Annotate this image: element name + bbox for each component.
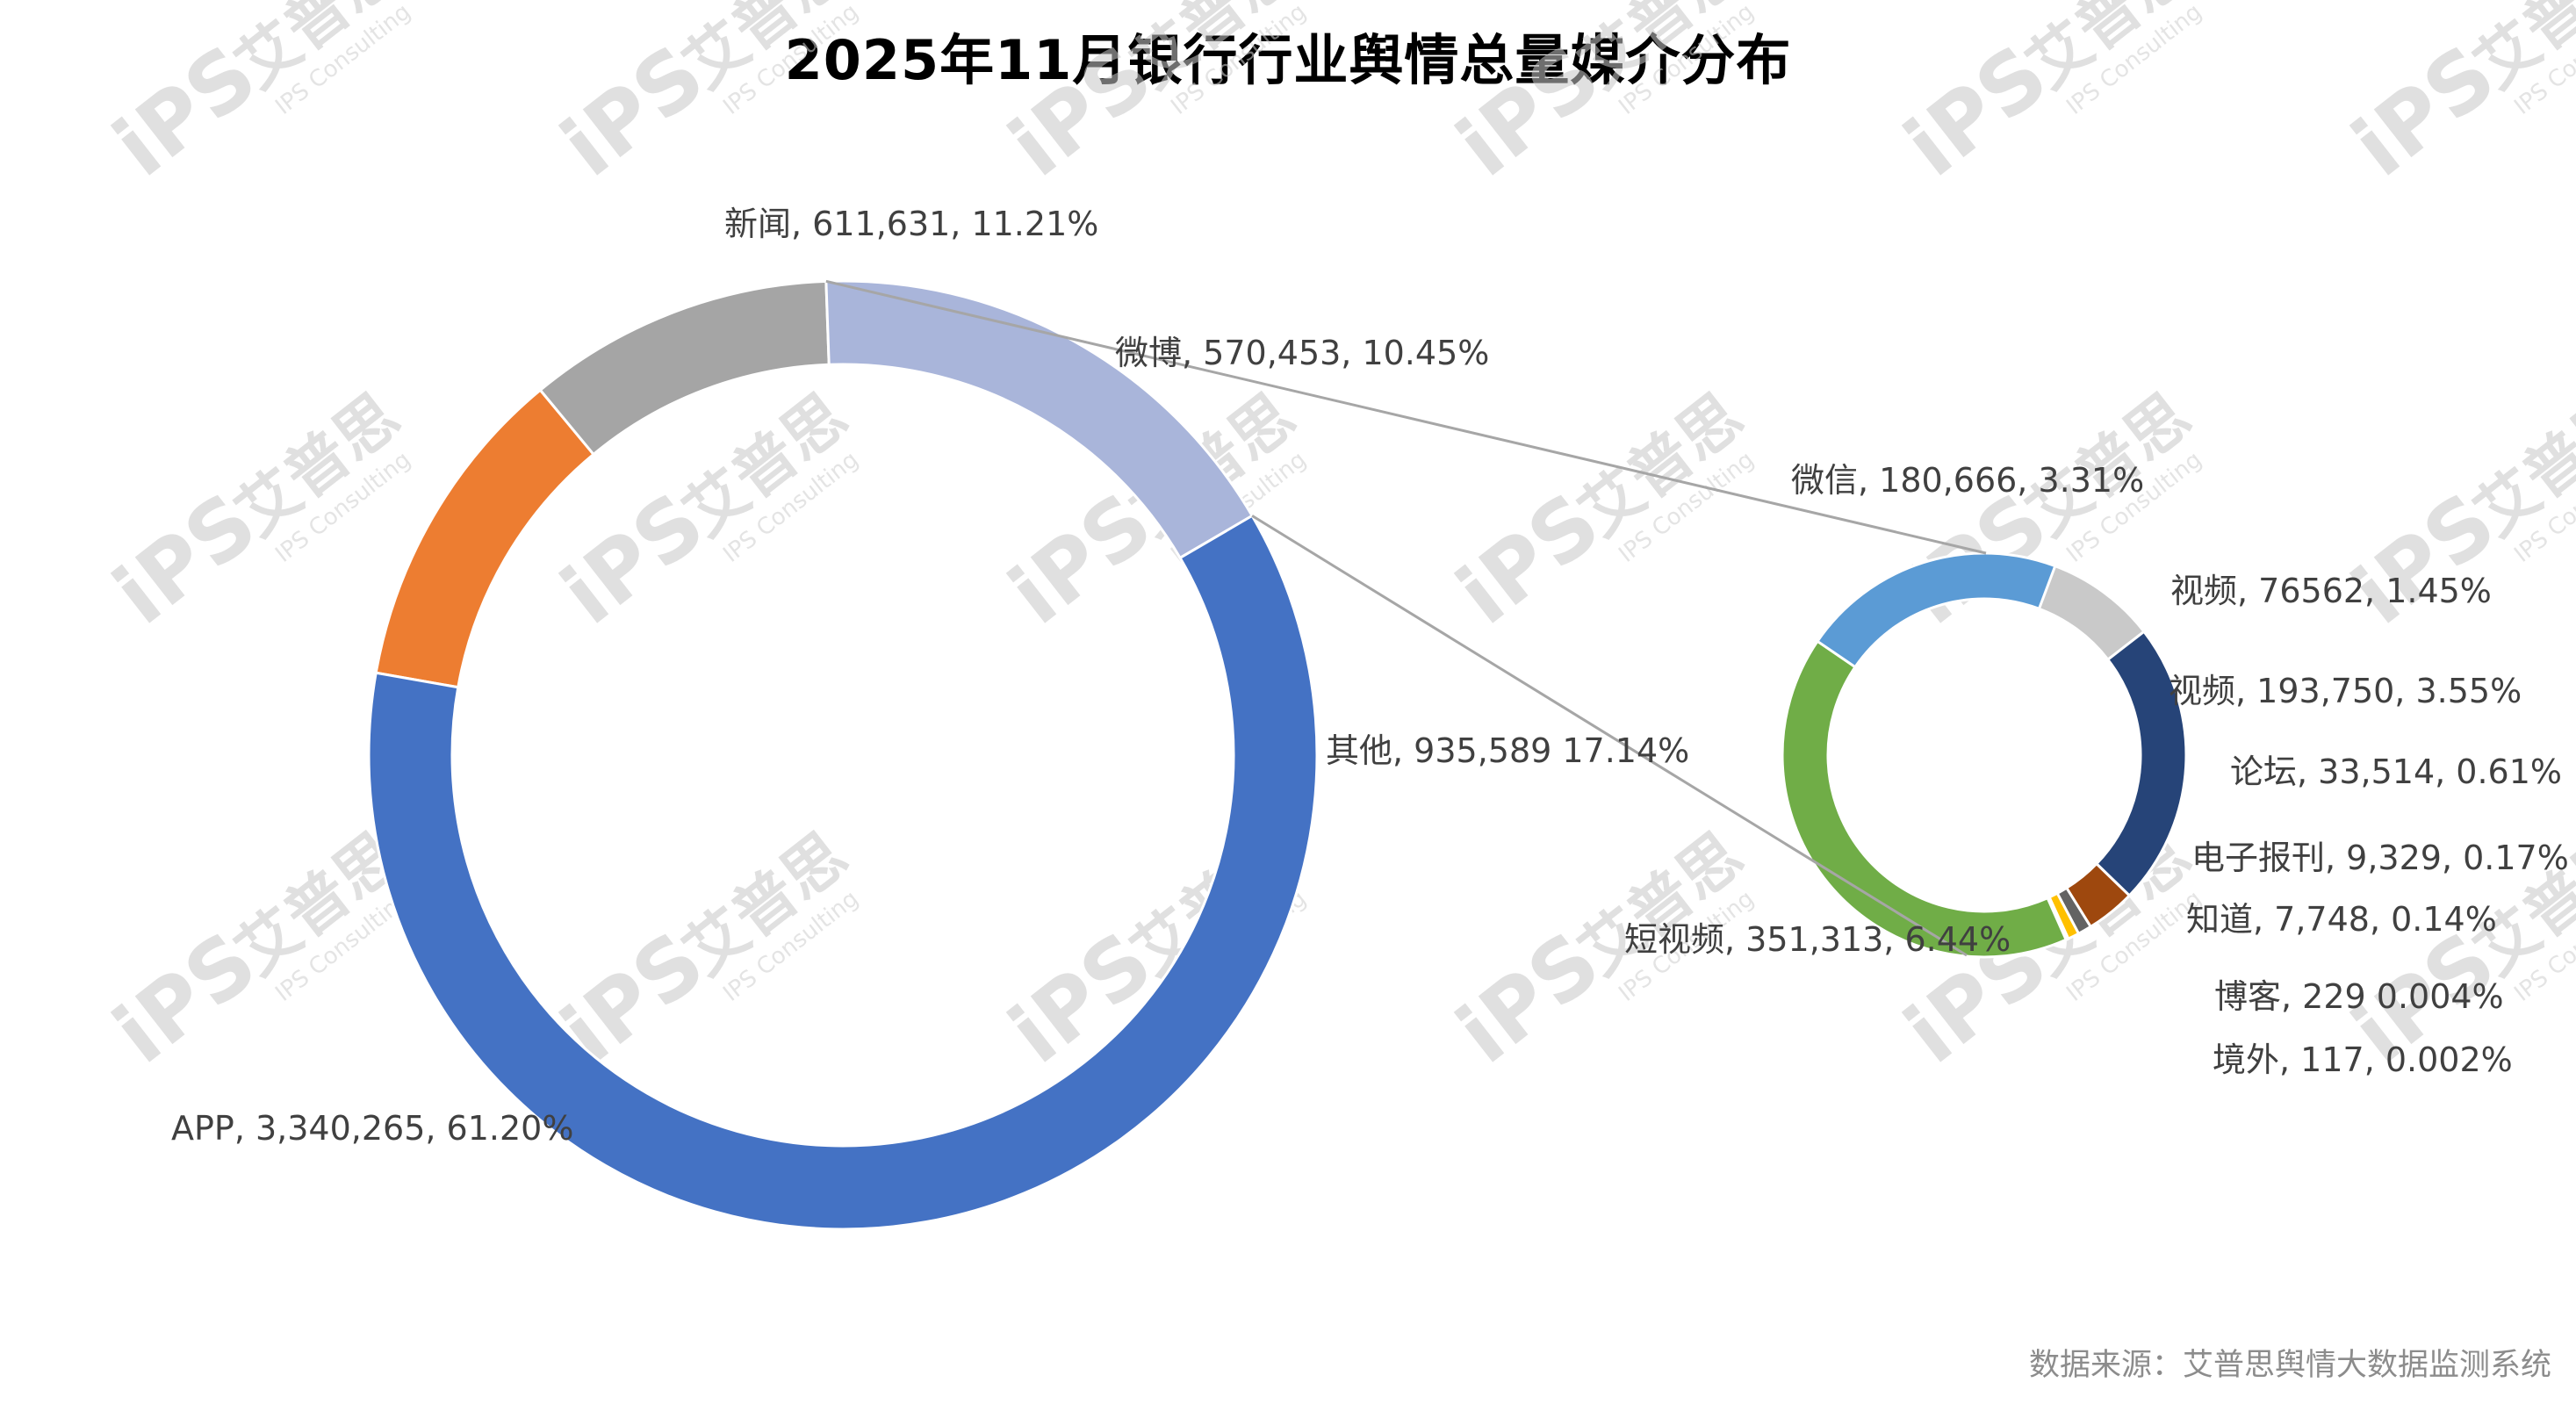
connector-line-bottom — [1251, 515, 1968, 957]
breakdown-data-label-1: 视频, 193,750, 3.55% — [2169, 672, 2522, 710]
main-slice-2 — [824, 279, 1255, 560]
main-slice-3 — [367, 514, 1319, 1231]
main-data-label-2: 其他, 935,589 17.14% — [1326, 731, 1689, 770]
main-data-label-0: 新闻, 611,631, 11.21% — [724, 205, 1098, 243]
breakdown-data-label-7: 短视频, 351,313, 6.44% — [1624, 920, 2011, 959]
breakdown-data-label-8: 微信, 180,666, 3.31% — [1791, 461, 2144, 500]
breakdown-data-label-4: 知道, 7,748, 0.14% — [2186, 900, 2497, 939]
breakdown-slice-8 — [1815, 551, 2057, 669]
main-data-label-1: 微博, 570,453, 10.45% — [1115, 334, 1489, 372]
breakdown-data-label-6: 境外, 117, 0.002% — [2213, 1040, 2513, 1079]
connector-line-top — [825, 279, 1987, 555]
breakdown-donut — [1781, 551, 2188, 959]
source-note: 数据来源：艾普思舆情大数据监测系统 — [2028, 1348, 2551, 1383]
breakdown-data-label-2: 论坛, 33,514, 0.61% — [2230, 752, 2562, 791]
chart-title: 2025年11月银行行业舆情总量媒介分布 — [784, 28, 1792, 92]
breakdown-slice-7 — [1781, 639, 2069, 959]
main-data-label-3: APP, 3,340,265, 61.20% — [171, 1109, 573, 1148]
data-labels: 新闻, 611,631, 11.21% 微博, 570,453, 10.45% 其他… — [171, 205, 2569, 1148]
breakdown-data-label-3: 电子报刊, 9,329, 0.17% — [2191, 839, 2569, 877]
breakdown-data-label-5: 博客, 229 0.004% — [2214, 977, 2504, 1016]
main-donut — [367, 279, 1319, 1231]
breakdown-data-label-0: 视频, 76562, 1.45% — [2170, 572, 2492, 610]
